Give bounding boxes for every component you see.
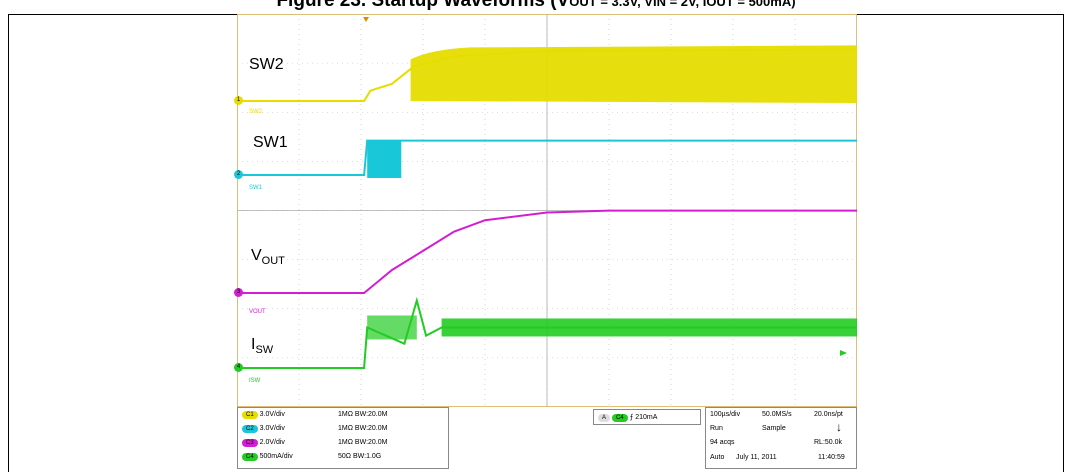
isw-label-sub: SW	[255, 344, 274, 357]
trigger-a-badge[interactable]: A	[598, 414, 611, 422]
acquisition-panel: 100µs/div 50.0MS/s 20.0ns/pt Run Sample …	[705, 407, 857, 469]
trace-sw1	[237, 139, 857, 176]
caption-rest: OUT = 3.3V, VIN = 2V, IOUT = 500mA)	[569, 0, 796, 9]
ch3-scale: 2.0V/div	[259, 439, 285, 446]
sw1-burst-block	[367, 140, 402, 178]
ch1-ground-marker[interactable]: 1	[234, 96, 243, 105]
ch1-scale: 3.0V/div	[259, 411, 285, 418]
trigger-level: 210mA	[635, 414, 658, 421]
isw-label-main: I	[251, 336, 256, 353]
channel-row-1: C1 3.0V/div	[242, 411, 285, 419]
ch4-ground-marker[interactable]: 4	[234, 363, 243, 372]
capture-date: July 11, 2011	[736, 454, 777, 461]
trigger-mode: Auto	[710, 454, 725, 461]
ch3-tag: VOUT	[249, 309, 266, 315]
ch1-imp-row: 1MΩ BW:20.0M	[338, 411, 387, 418]
channel-row-3: C3 2.0V/div	[242, 439, 285, 447]
figure-caption: Figure 23. Startup Waveforms (VOUT = 3.3…	[0, 0, 1072, 12]
ch1-tag: SW2	[249, 109, 263, 115]
trace-vout	[237, 209, 857, 294]
resolution: 20.0ns/pt	[814, 411, 843, 418]
sample-rate: 50.0MS/s	[762, 411, 792, 418]
ch1-impedance: 1MΩ	[338, 411, 353, 418]
ch3-bw: BW:20.0M	[354, 439, 388, 446]
ch4-chip[interactable]: C4	[242, 453, 258, 461]
ch4-impedance: 50Ω	[338, 453, 352, 460]
record-length: RL:50.0k	[814, 439, 843, 446]
ch3-imp-row: 1MΩ BW:20.0M	[338, 439, 387, 446]
ch2-bw: BW:20.0M	[354, 425, 388, 432]
vout-label-main: V	[251, 247, 262, 264]
waveform-plot	[237, 14, 857, 407]
isw-ripple-band	[441, 318, 857, 337]
trigger-row: A C4 ⨍ 210mA	[598, 413, 657, 422]
ch3-impedance: 1MΩ	[338, 439, 353, 446]
sw2-label: SW2	[249, 56, 284, 73]
ch1-bw: BW:20.0M	[354, 411, 388, 418]
ch2-impedance: 1MΩ	[338, 425, 353, 432]
ch2-chip[interactable]: C2	[242, 425, 258, 433]
run-state: Run	[710, 425, 723, 432]
isw-label: ISW	[251, 336, 273, 356]
ch3-ground-marker[interactable]: 3	[234, 288, 243, 297]
trigger-position-marker	[363, 17, 369, 22]
trigger-source-chip[interactable]: C4	[611, 414, 628, 422]
acq-count: 94 acqs	[710, 439, 735, 446]
vout-label-sub: OUT	[261, 255, 285, 268]
sw1-label: SW1	[253, 134, 288, 151]
ch4-tag: ISW	[249, 378, 261, 384]
ch2-imp-row: 1MΩ BW:20.0M	[338, 425, 387, 432]
sw2-switching-band	[410, 45, 857, 103]
trigger-level-marker	[840, 350, 847, 356]
ch3-chip[interactable]: C3	[242, 439, 258, 447]
ch4-imp-row: 50Ω BW:1.0G	[338, 453, 381, 460]
ch2-tag: SW1	[249, 185, 263, 191]
trigger-slope-icon: ⨍	[629, 414, 634, 421]
ch1-chip[interactable]: C1	[242, 411, 258, 419]
isw-startup-band	[367, 315, 417, 340]
ch2-ground-marker[interactable]: 2	[234, 170, 243, 179]
channel-row-2: C2 3.0V/div	[242, 425, 285, 433]
arrow-down-icon: ↓	[836, 420, 842, 434]
caption-text: Figure 23. Startup Waveforms (V	[276, 0, 570, 11]
trigger-panel: A C4 ⨍ 210mA	[593, 409, 701, 425]
capture-time: 11:40:59	[818, 454, 845, 461]
ch4-bw: BW:1.0G	[352, 453, 382, 460]
ch4-scale: 500mA/div	[259, 453, 293, 460]
acq-mode: Sample	[762, 425, 786, 432]
ch2-scale: 3.0V/div	[259, 425, 285, 432]
oscilloscope-screen: SW2 SW1 VOUT ISW 1 2 3 4 SW2 SW1 VOUT IS…	[234, 14, 857, 407]
channel-settings-panel: C1 3.0V/div 1MΩ BW:20.0M C2 3.0V/div 1MΩ…	[237, 407, 449, 469]
channel-row-4: C4 500mA/div	[242, 453, 293, 461]
timebase: 100µs/div	[710, 411, 741, 418]
vout-label: VOUT	[251, 247, 285, 267]
